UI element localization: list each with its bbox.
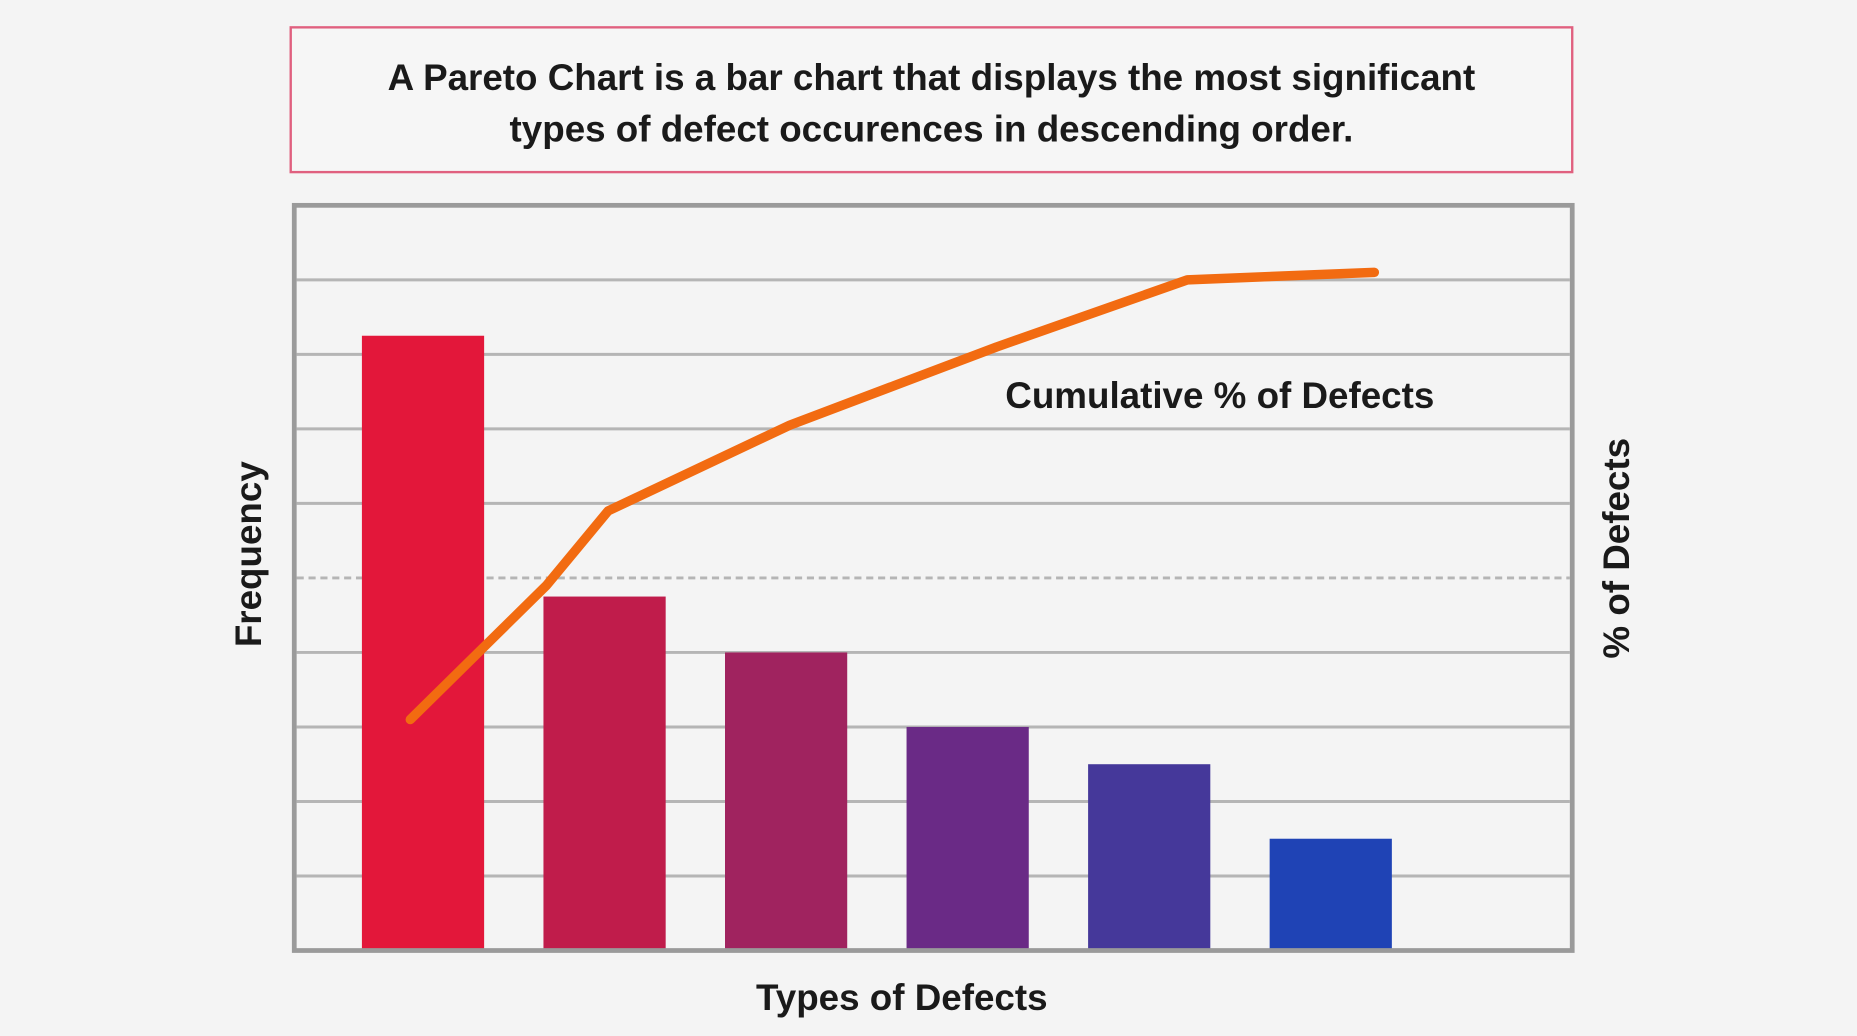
y-axis-right-label: % of Defects [1596,438,1637,659]
cumulative-line [405,267,1380,725]
bar-2 [543,596,666,951]
plot-frame [291,202,1575,953]
y-axis-label: Frequency [228,461,269,647]
bar-4 [906,726,1029,951]
bars [361,335,1392,951]
bar-6 [1269,838,1392,951]
title-box [289,26,1574,174]
title-line-2: types of defect occurences in descending… [510,108,1354,149]
x-axis-label: Types of Defects [756,977,1048,1018]
bar-5 [1088,764,1211,951]
bar-3 [725,652,848,951]
line-series-label: Cumulative % of Defects [1005,375,1434,416]
bar-1 [361,335,485,951]
title-line-1: A Pareto Chart is a bar chart that displ… [388,57,1476,98]
